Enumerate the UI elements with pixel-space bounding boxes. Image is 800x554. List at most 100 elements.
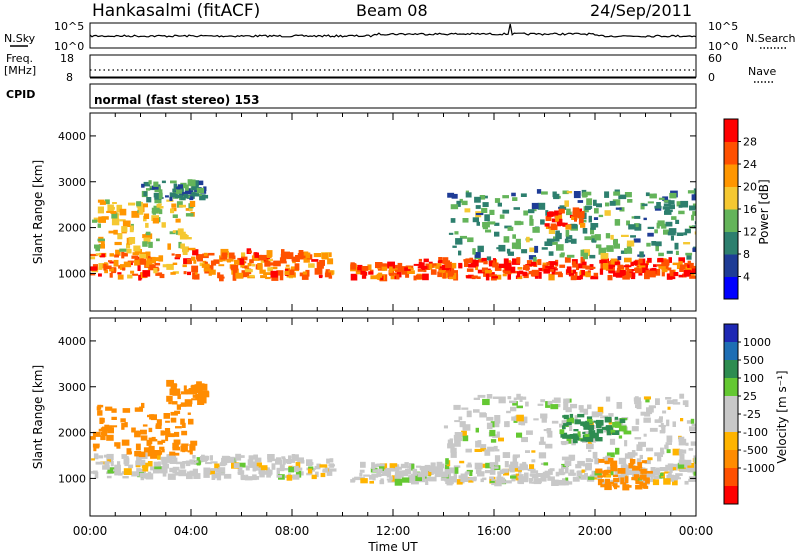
velocity-echo-cell xyxy=(171,386,177,391)
velocity-echo-cell xyxy=(545,443,553,449)
velocity-echo-cell xyxy=(189,470,195,475)
velocity-echo-cell xyxy=(529,464,535,469)
velocity-echo-cell xyxy=(190,385,197,388)
power-echo-cell xyxy=(541,191,548,195)
velocity-echo-cell xyxy=(633,478,638,481)
nsky-tick-top: 10^5 xyxy=(54,20,84,33)
power-echo-cell xyxy=(184,184,189,191)
velocity-echo-cell xyxy=(389,476,393,480)
velocity-echo-cell xyxy=(615,447,620,455)
power-echo-cell xyxy=(612,199,621,206)
power-echo-cell xyxy=(145,233,153,239)
power-echo-cell xyxy=(284,270,293,275)
velocity-echo-cell xyxy=(140,435,148,441)
power-echo-cell xyxy=(566,266,572,274)
power-echo-cell xyxy=(263,272,271,275)
power-echo-cell xyxy=(558,214,563,221)
velocity-echo-cell xyxy=(690,418,695,424)
velocity-echo-cell xyxy=(363,474,370,477)
velocity-echo-cell xyxy=(139,472,146,478)
velocity-echo-cell xyxy=(530,470,539,474)
power-echo-cell xyxy=(613,191,621,196)
velocity-echo-cell xyxy=(165,420,170,423)
power-echo-cell xyxy=(593,217,599,220)
velocity-echo-cell xyxy=(385,467,394,472)
velocity-echo-cell xyxy=(429,476,437,482)
power-echo-cell xyxy=(512,197,518,201)
velocity-echo-cell xyxy=(164,428,171,435)
velocity-echo-cell xyxy=(519,398,523,402)
velocity-echo-cell xyxy=(531,450,536,453)
power-echo-cell xyxy=(152,217,159,224)
power-echo-cell xyxy=(381,263,386,266)
power-echo-cell xyxy=(667,267,672,271)
power-echo-cell xyxy=(235,272,243,279)
colorbar-tick-label: 100 xyxy=(743,372,764,385)
freq-tick-bottom: 8 xyxy=(66,71,73,84)
power-echo-cell xyxy=(175,254,181,258)
velocity-echo-cell xyxy=(521,464,528,471)
velocity-echo-cell xyxy=(639,482,644,486)
velocity-echo-cell xyxy=(646,447,654,452)
power-echo-cell xyxy=(477,276,481,279)
colorbar-swatch xyxy=(724,378,738,397)
velocity-echo-cell xyxy=(587,418,593,424)
power-echo-cell xyxy=(634,223,639,228)
velocity-echo-cell xyxy=(157,440,163,445)
power-echo-cell xyxy=(114,254,119,258)
power-echo-cell xyxy=(202,260,207,265)
cpid-label: CPID xyxy=(6,88,35,101)
power-echo-cell xyxy=(573,191,581,195)
power-echo-cell xyxy=(683,232,688,236)
power-echo-cell xyxy=(97,238,105,242)
velocity-echo-cell xyxy=(604,460,610,465)
power-echo-cell xyxy=(537,259,542,266)
power-echo-cell xyxy=(668,200,675,205)
velocity-echo-cell xyxy=(567,434,575,437)
velocity-echo-cell xyxy=(510,475,517,479)
velocity-echo-cell xyxy=(192,468,198,475)
velocity-echo-cell xyxy=(584,434,590,437)
velocity-echo-cell xyxy=(563,398,570,404)
velocity-echo-cell xyxy=(596,412,603,416)
power-echo-cell xyxy=(118,265,122,269)
power-echo-cell xyxy=(361,273,367,279)
velocity-echo-cell xyxy=(461,407,469,410)
power-echo-cell xyxy=(683,242,691,245)
power-echo-cell xyxy=(175,189,183,194)
velocity-echo-cell xyxy=(538,452,547,459)
power-echo-cell xyxy=(590,275,597,278)
velocity-echo-cell xyxy=(492,396,499,399)
power-echo-cell xyxy=(305,269,310,277)
velocity-echo-cell xyxy=(587,404,592,410)
velocity-echo-cell xyxy=(429,468,434,472)
time-axis-labels: 00:00 04:00 08:00 12:00 16:00 20:00 00:00 xyxy=(73,524,714,538)
power-echo-cell xyxy=(153,192,160,198)
velocity-echo-cell xyxy=(677,477,681,480)
velocity-echo-cell xyxy=(182,449,186,453)
velocity-echo-cell xyxy=(494,415,501,422)
velocity-echo-cell xyxy=(643,396,651,400)
velocity-echo-cell xyxy=(192,388,197,394)
velocity-echo-cell xyxy=(562,425,566,430)
power-echo-cell xyxy=(119,219,126,222)
velocity-echo-cell xyxy=(161,439,166,443)
power-echo-cell xyxy=(218,264,225,267)
power-echo-cell xyxy=(417,268,424,272)
velocity-echo-cell xyxy=(628,485,632,488)
velocity-echo-cell xyxy=(606,481,615,484)
velocity-echo-cell xyxy=(443,425,448,429)
velocity-echo-cell xyxy=(524,472,529,479)
velocity-echo-cell xyxy=(540,474,547,481)
x-tick-label: 00:00 xyxy=(73,524,108,538)
power-echo-cell xyxy=(514,220,521,226)
power-echo-cell xyxy=(185,208,189,211)
power-echo-cell xyxy=(122,267,126,271)
velocity-echo-cell xyxy=(572,440,578,444)
velocity-echo-cell xyxy=(174,410,181,414)
velocity-echo-cell xyxy=(666,419,670,427)
power-echo-cell xyxy=(418,258,422,262)
power-echo-cell xyxy=(610,234,614,240)
velocity-echo-cell xyxy=(445,464,450,470)
nsearch-tick-bottom: 10^0 xyxy=(708,40,738,53)
